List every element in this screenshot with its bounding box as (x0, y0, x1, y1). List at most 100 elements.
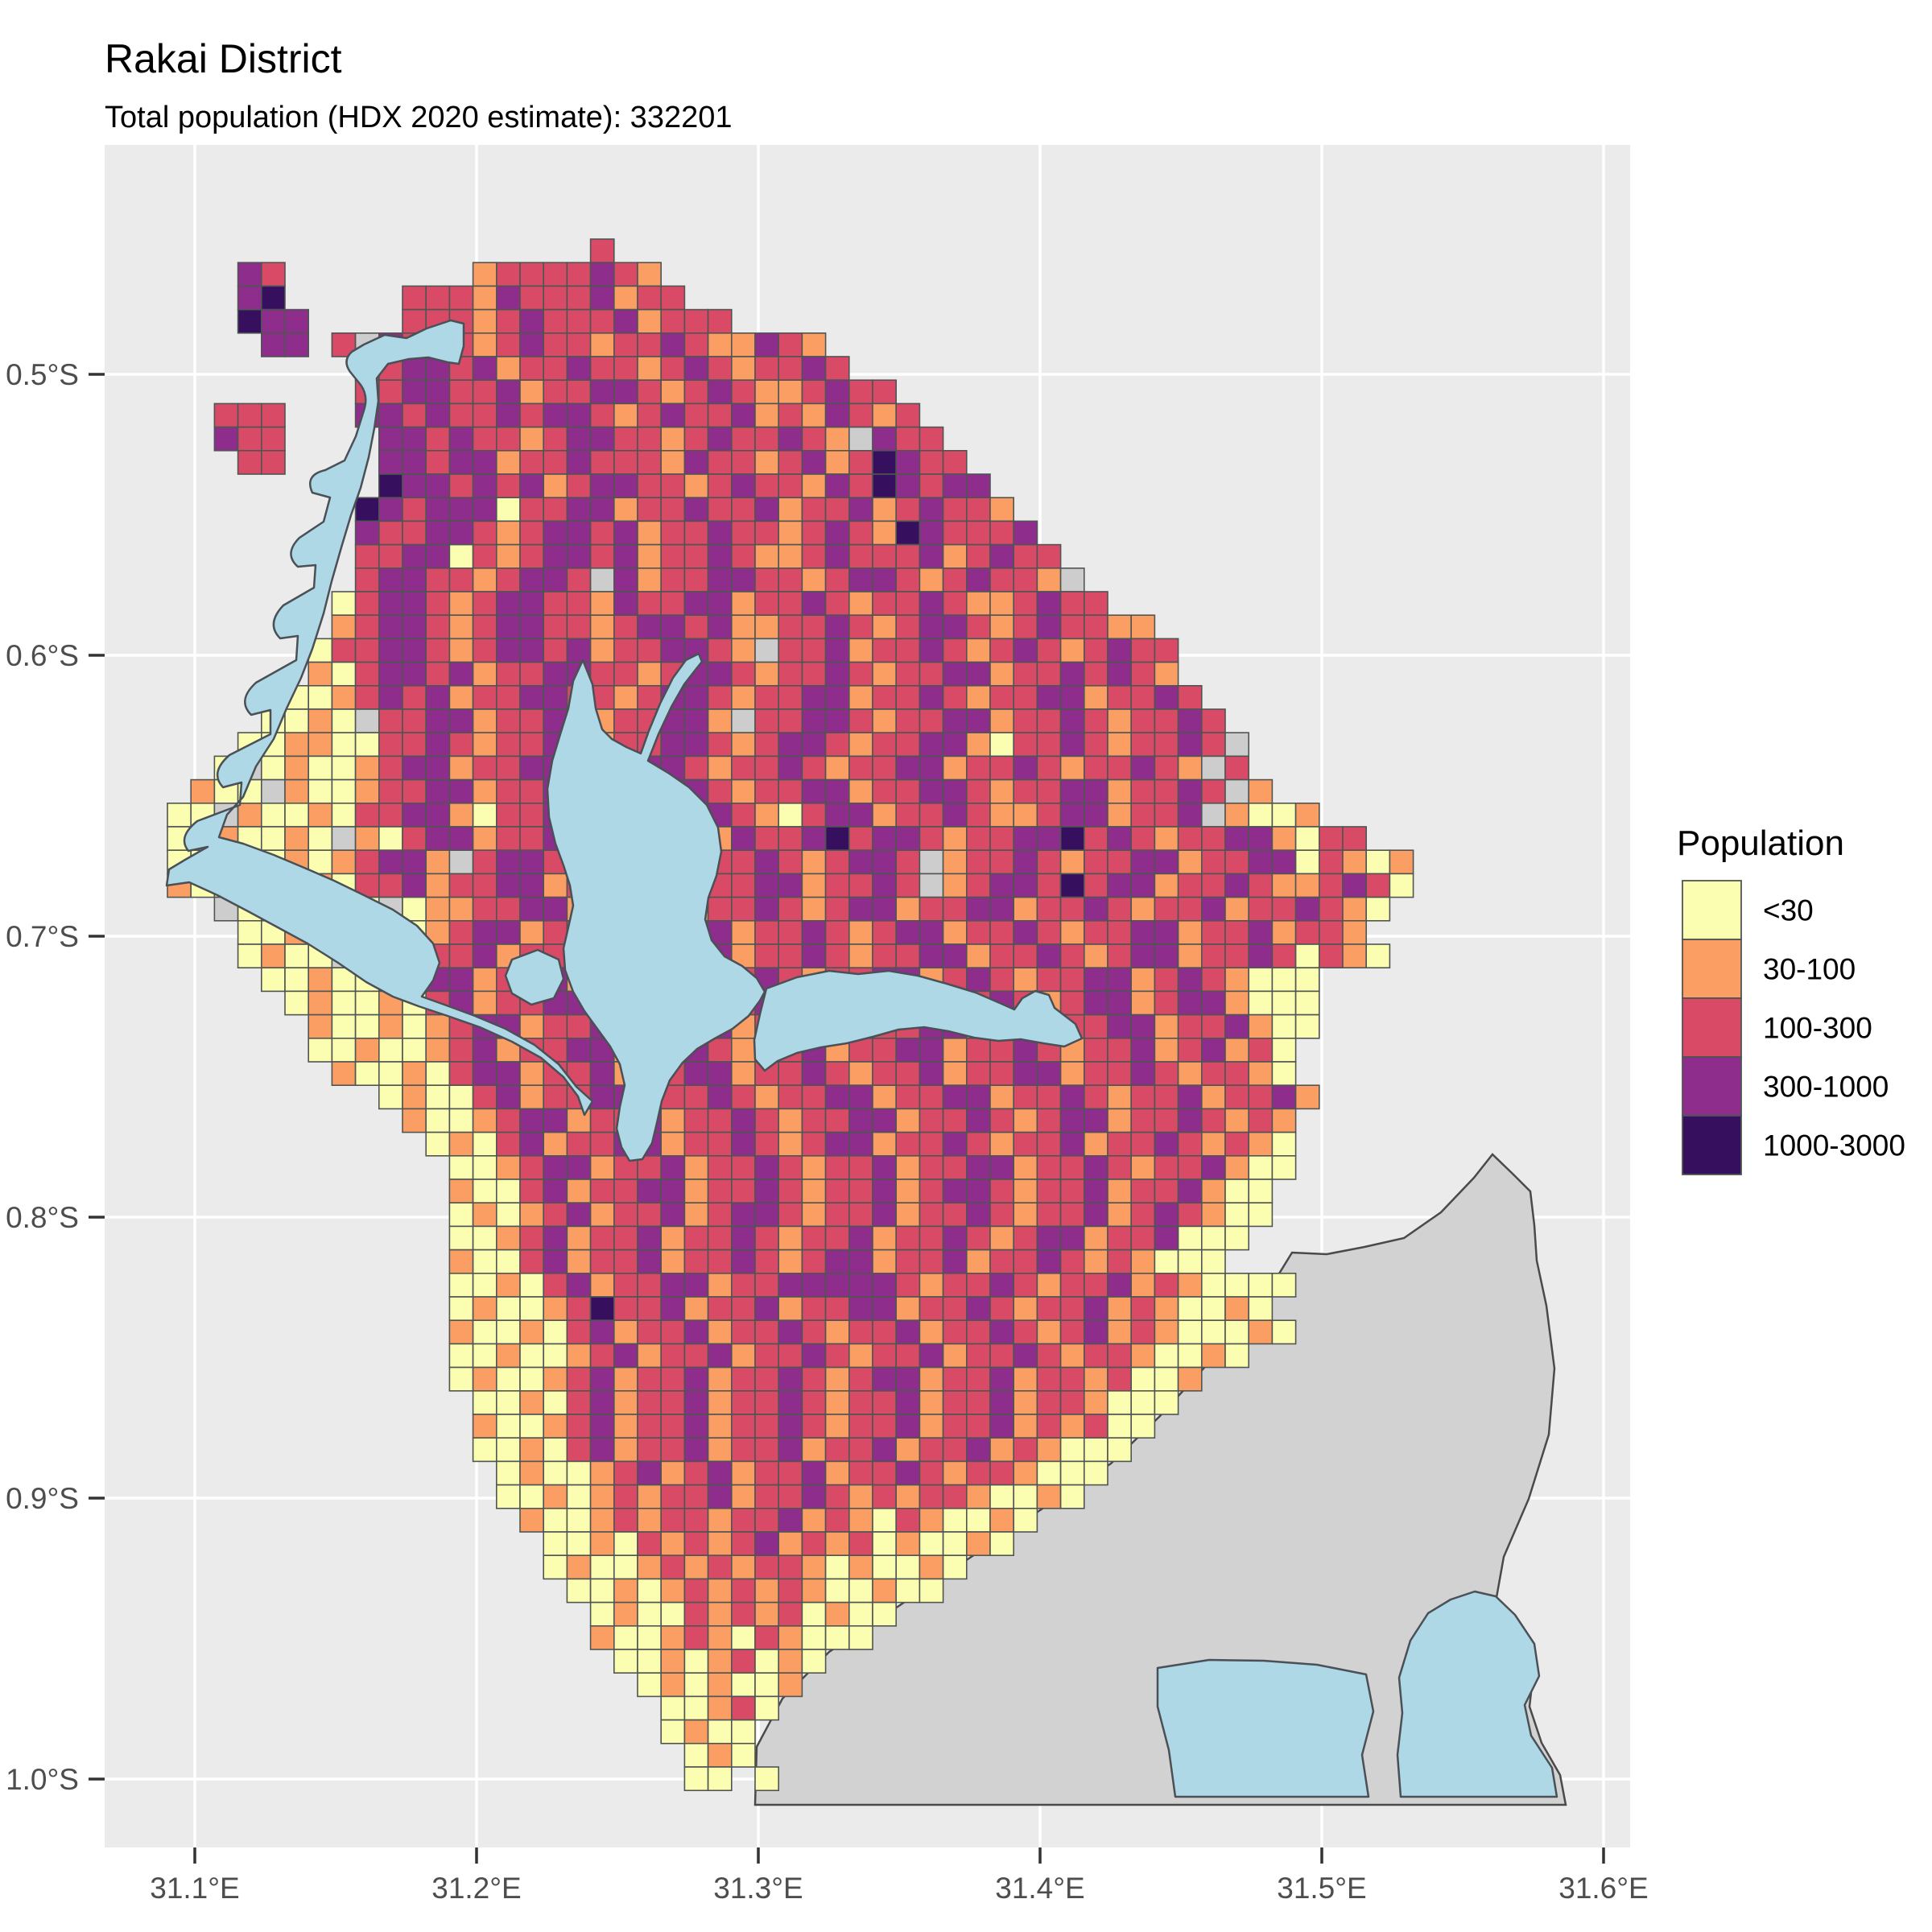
grid-cell (824, 1131, 850, 1157)
grid-cell (448, 1179, 474, 1204)
grid-cell (754, 638, 780, 663)
grid-cell (707, 1672, 733, 1698)
grid-cell (472, 285, 497, 311)
grid-cell (637, 1343, 663, 1368)
grid-cell (613, 543, 638, 569)
grid-cell (660, 1202, 686, 1228)
grid-cell (589, 1155, 615, 1180)
grid-cell (378, 732, 403, 758)
grid-cell (378, 708, 403, 734)
grid-cell (331, 591, 357, 617)
grid-cell (919, 638, 944, 663)
grid-cell (778, 402, 803, 428)
grid-cell (519, 638, 545, 663)
grid-cell (543, 638, 568, 663)
grid-cell (425, 473, 451, 499)
grid-cell (895, 1366, 921, 1392)
grid-cell (801, 402, 827, 428)
grid-cell (1177, 1155, 1203, 1180)
grid-cell (1013, 849, 1038, 875)
grid-cell (942, 661, 968, 687)
grid-cell (778, 543, 803, 569)
grid-cell (801, 920, 827, 945)
grid-cell (589, 1531, 615, 1557)
grid-cell (1084, 614, 1108, 640)
grid-cell (284, 826, 310, 852)
grid-cell (754, 1531, 780, 1557)
grid-cell (589, 473, 615, 499)
grid-cell (237, 285, 262, 311)
grid-cell (1177, 1343, 1203, 1368)
grid-cell (495, 802, 521, 828)
grid-cell (543, 1484, 568, 1509)
grid-cell (1130, 1202, 1156, 1228)
grid-cell (472, 1061, 497, 1087)
grid-cell (872, 778, 898, 804)
grid-cell (1224, 1202, 1250, 1228)
grid-cell (1177, 1013, 1203, 1039)
grid-cell (1201, 1038, 1226, 1063)
grid-cell (824, 708, 850, 734)
grid-cell (1201, 732, 1226, 758)
grid-cell (989, 1273, 1015, 1298)
lake-kijanebalola (546, 652, 766, 1162)
grid-cell (919, 873, 944, 898)
grid-cell (919, 661, 944, 687)
grid-cell (378, 402, 403, 428)
grid-cell (966, 1296, 991, 1322)
grid-cell (848, 1484, 873, 1509)
grid-cell (872, 449, 898, 475)
grid-cell (543, 896, 568, 922)
grid-cell (895, 1061, 921, 1087)
grid-cell (1248, 896, 1274, 922)
grid-cell (1319, 896, 1344, 922)
grid-cell (942, 614, 968, 640)
grid-cell (519, 1108, 545, 1133)
grid-cell (919, 1155, 944, 1180)
grid-cell (942, 732, 968, 758)
grid-cell (637, 1414, 663, 1439)
grid-cell (919, 1038, 944, 1063)
grid-cell (637, 426, 663, 452)
grid-cell (966, 920, 991, 945)
grid-cell (448, 732, 474, 758)
grid-cell (1154, 943, 1179, 969)
grid-cell (1224, 990, 1250, 1016)
grid-cell (637, 1319, 663, 1345)
grid-cell (495, 896, 521, 922)
grid-cell (1059, 943, 1085, 969)
grid-cell (1224, 1319, 1250, 1345)
grid-cell (1013, 591, 1038, 617)
grid-cell (683, 497, 709, 522)
grid-cell (354, 567, 380, 592)
grid-cell (543, 1508, 568, 1533)
grid-cell (331, 638, 357, 663)
grid-cell (989, 1202, 1015, 1228)
grid-cell (942, 591, 968, 617)
grid-cell (425, 826, 451, 852)
grid-cell (1248, 1202, 1274, 1228)
grid-cell (730, 1319, 756, 1345)
grid-cell (472, 543, 497, 569)
grid-cell (778, 1249, 803, 1274)
grid-cell (848, 896, 873, 922)
grid-cell (683, 1484, 709, 1509)
grid-cell (966, 826, 991, 852)
grid-cell (1271, 826, 1297, 852)
grid-cell (778, 1437, 803, 1463)
grid-cell (1107, 990, 1133, 1016)
grid-cell (848, 1601, 873, 1627)
grid-cell (778, 943, 803, 969)
grid-cell (1130, 1249, 1156, 1274)
grid-cell (730, 661, 756, 687)
grid-cell (402, 826, 427, 852)
grid-cell (589, 308, 615, 334)
grid-cell (1154, 778, 1179, 804)
grid-cell (778, 449, 803, 475)
grid-cell (895, 1343, 921, 1368)
grid-cell (707, 379, 733, 405)
grid-cell (519, 732, 545, 758)
grid-cell (942, 1225, 968, 1251)
grid-cell (895, 1038, 921, 1063)
grid-cell (566, 1531, 592, 1557)
